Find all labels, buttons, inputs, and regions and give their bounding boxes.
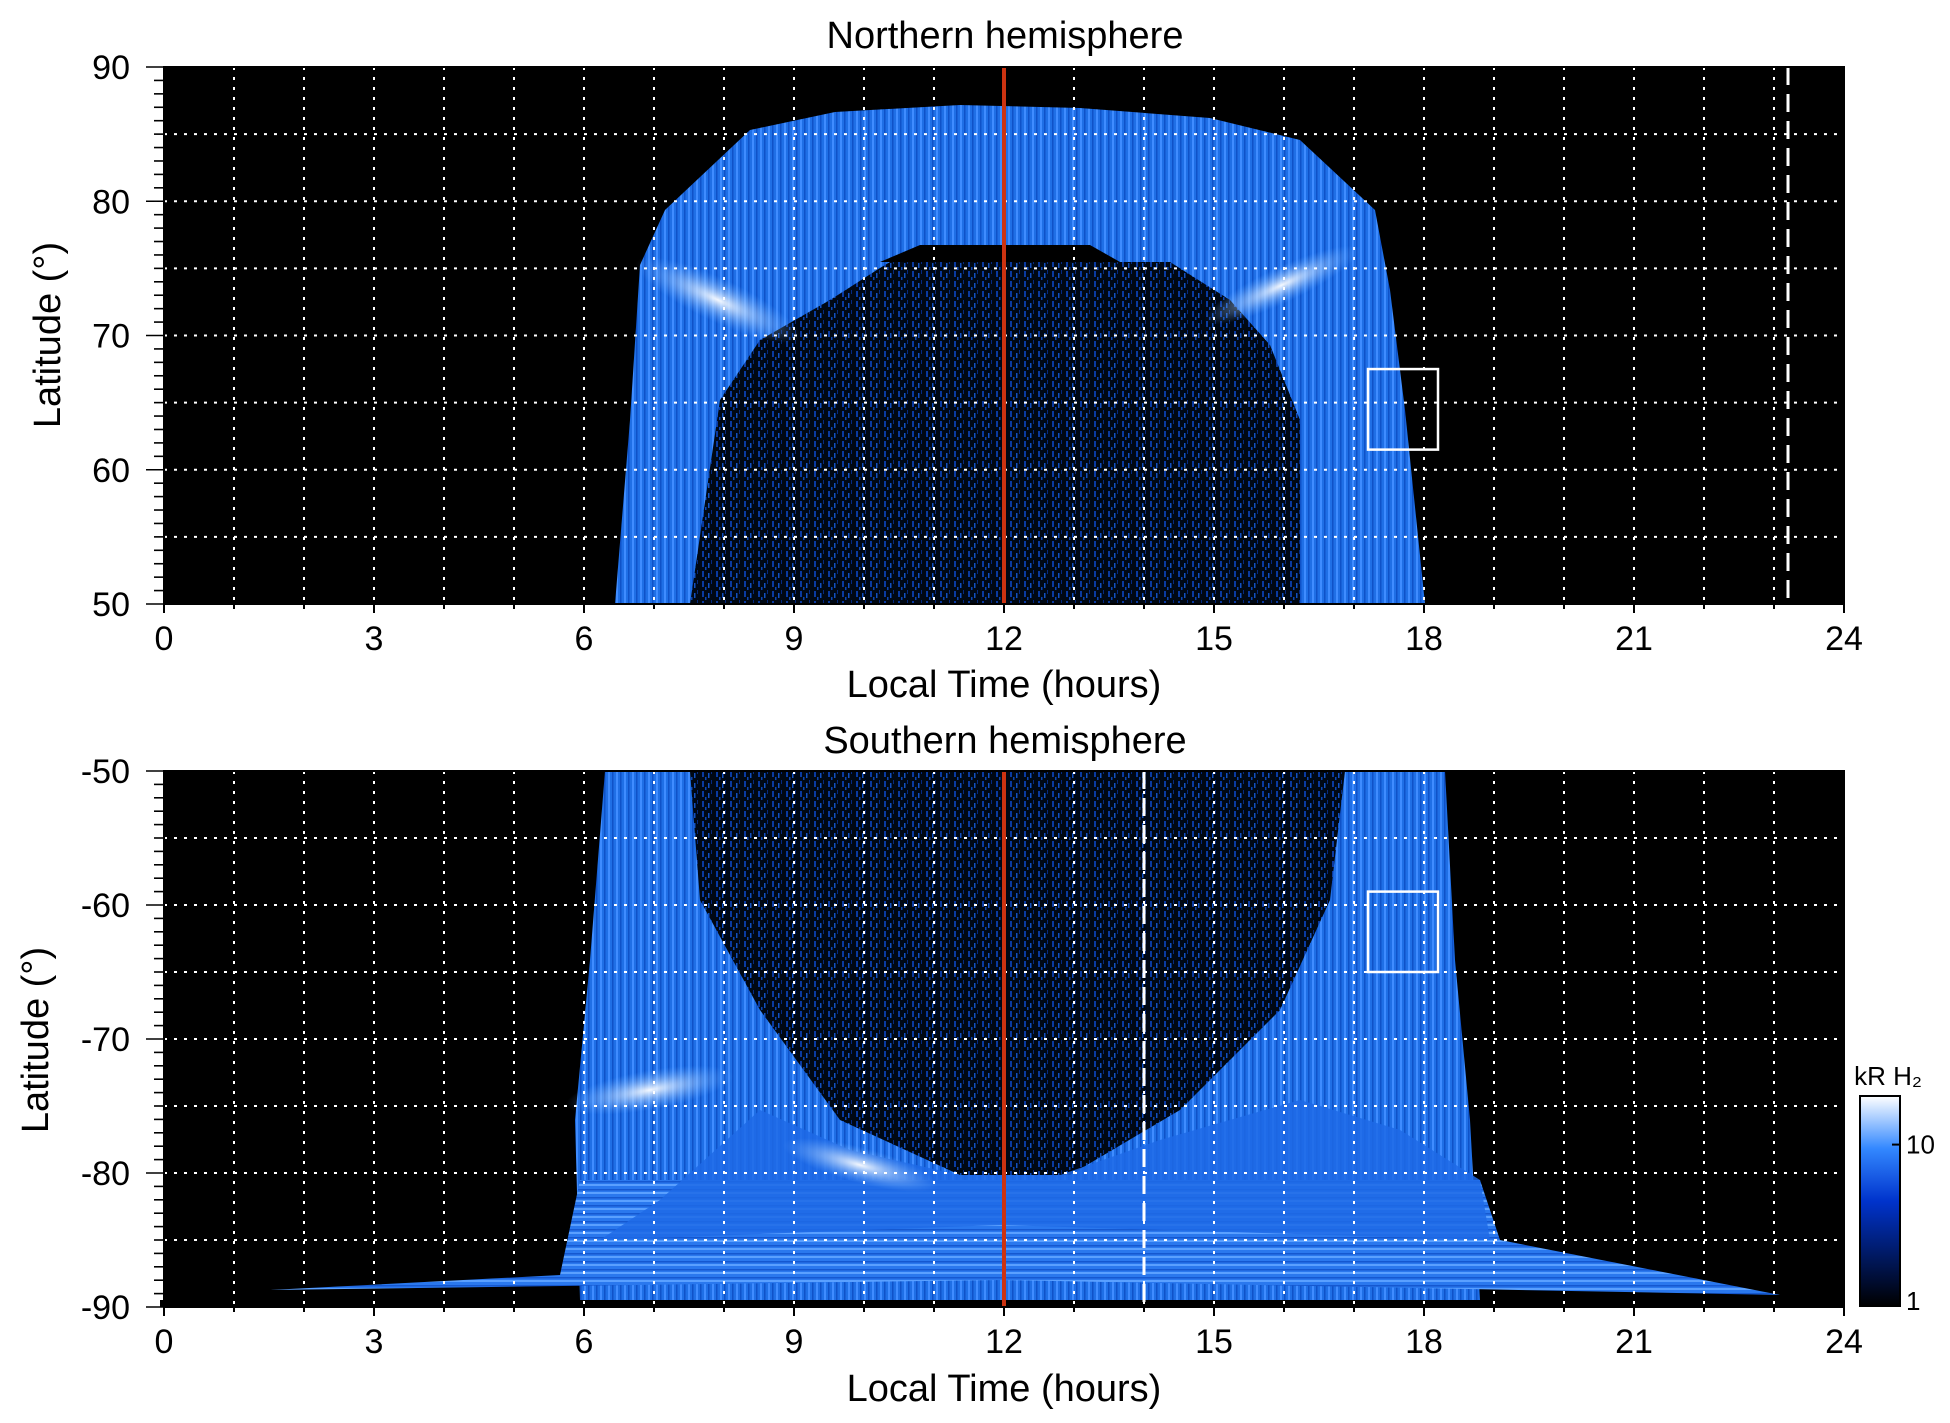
x-tick-label: 12	[985, 1323, 1023, 1361]
x-tick-label: 21	[1615, 620, 1653, 658]
overlays	[1002, 67, 1790, 604]
y-tick-label: -50	[81, 753, 130, 791]
x-tick-label: 15	[1195, 1323, 1233, 1361]
y-axis-label: Latitude (°)	[15, 947, 57, 1133]
colorbar-tick-label: 10	[1906, 1130, 1935, 1160]
axis-ticks	[146, 770, 1845, 1316]
y-tick-label: -70	[81, 1021, 130, 1059]
colorbar-gradient	[1859, 1095, 1901, 1307]
chart-title: Southern hemisphere	[823, 720, 1186, 762]
x-tick-label: 9	[785, 620, 804, 658]
x-axis-label: Local Time (hours)	[847, 1368, 1162, 1410]
x-tick-label: 21	[1615, 1323, 1653, 1361]
y-tick-label: -80	[81, 1155, 130, 1193]
y-tick-label: -60	[81, 887, 130, 925]
y-tick-label: 80	[92, 183, 130, 221]
highlight-box	[1366, 890, 1440, 974]
x-tick-label: 3	[365, 1323, 384, 1361]
y-axis-label: Latitude (°)	[27, 242, 69, 428]
overlays	[1002, 771, 1440, 1307]
y-tick-label: 50	[92, 586, 130, 624]
x-tick-label: 6	[575, 620, 594, 658]
y-tick-label: 90	[92, 49, 130, 87]
auroral-emission	[615, 105, 1425, 604]
x-tick-label: 3	[365, 620, 384, 658]
x-tick-label: 12	[985, 620, 1023, 658]
x-tick-label: 18	[1405, 620, 1443, 658]
colorbar: kR H₂ 1 10	[1854, 1061, 1935, 1316]
chart-title: Northern hemisphere	[827, 15, 1184, 57]
y-tick-labels: -90 -80 -70 -60 -50	[81, 753, 130, 1327]
panel-northern: Northern hemisphere 0 3 6 9 12 15 18 21 24 50 60 7…	[27, 15, 1863, 706]
panel-southern: Southern hemisphere 0 3 6 9 12 15 18 21 24 -90 -8…	[15, 720, 1863, 1410]
x-tick-label: 24	[1825, 1323, 1863, 1361]
x-tick-label: 18	[1405, 1323, 1443, 1361]
y-tick-label: 70	[92, 318, 130, 356]
colorbar-tick-label: 1	[1906, 1286, 1920, 1316]
x-axis-label: Local Time (hours)	[847, 664, 1162, 706]
x-tick-label: 0	[155, 1323, 174, 1361]
colorbar-label: kR H₂	[1854, 1061, 1922, 1091]
x-tick-label: 6	[575, 1323, 594, 1361]
highlight-box	[1366, 367, 1440, 451]
y-tick-label: 60	[92, 452, 130, 490]
x-tick-label: 24	[1825, 620, 1863, 658]
y-tick-labels: 50 60 70 80 90	[92, 49, 130, 624]
x-tick-labels: 0 3 6 9 12 15 18 21 24	[155, 620, 1863, 658]
y-tick-label: -90	[81, 1289, 130, 1327]
x-tick-label: 9	[785, 1323, 804, 1361]
axis-ticks	[146, 66, 1845, 613]
x-tick-label: 15	[1195, 620, 1233, 658]
x-tick-labels: 0 3 6 9 12 15 18 21 24	[155, 1323, 1863, 1361]
colorbar-ticks: 1 10	[1892, 1130, 1935, 1316]
x-tick-label: 0	[155, 620, 174, 658]
auroral-emission	[160, 771, 1844, 1307]
